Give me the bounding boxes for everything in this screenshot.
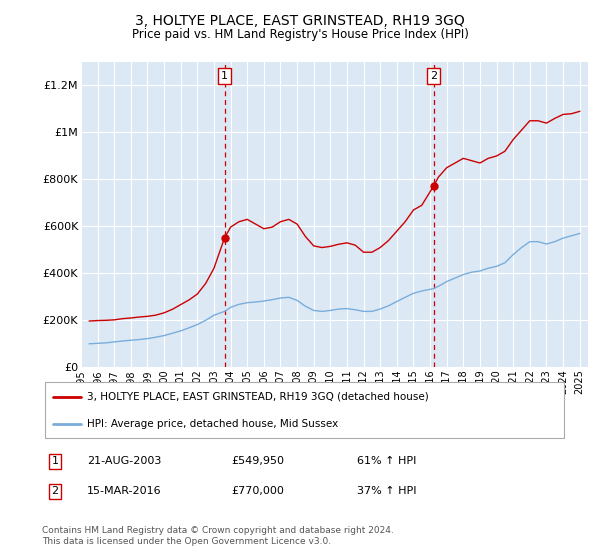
Text: £549,950: £549,950: [231, 456, 284, 466]
Text: Contains HM Land Registry data © Crown copyright and database right 2024.
This d: Contains HM Land Registry data © Crown c…: [42, 526, 394, 546]
Text: 15-MAR-2016: 15-MAR-2016: [86, 487, 161, 496]
Text: 3, HOLTYE PLACE, EAST GRINSTEAD, RH19 3GQ: 3, HOLTYE PLACE, EAST GRINSTEAD, RH19 3G…: [135, 14, 465, 28]
Text: £770,000: £770,000: [231, 487, 284, 496]
FancyBboxPatch shape: [44, 382, 565, 438]
Text: Price paid vs. HM Land Registry's House Price Index (HPI): Price paid vs. HM Land Registry's House …: [131, 28, 469, 41]
Text: 2: 2: [430, 71, 437, 81]
Text: HPI: Average price, detached house, Mid Sussex: HPI: Average price, detached house, Mid …: [86, 419, 338, 429]
Text: 1: 1: [52, 456, 59, 466]
Text: 2: 2: [52, 487, 59, 496]
Text: 37% ↑ HPI: 37% ↑ HPI: [357, 487, 416, 496]
Text: 1: 1: [221, 71, 228, 81]
Text: 3, HOLTYE PLACE, EAST GRINSTEAD, RH19 3GQ (detached house): 3, HOLTYE PLACE, EAST GRINSTEAD, RH19 3G…: [86, 391, 428, 402]
Text: 61% ↑ HPI: 61% ↑ HPI: [357, 456, 416, 466]
Text: 21-AUG-2003: 21-AUG-2003: [86, 456, 161, 466]
